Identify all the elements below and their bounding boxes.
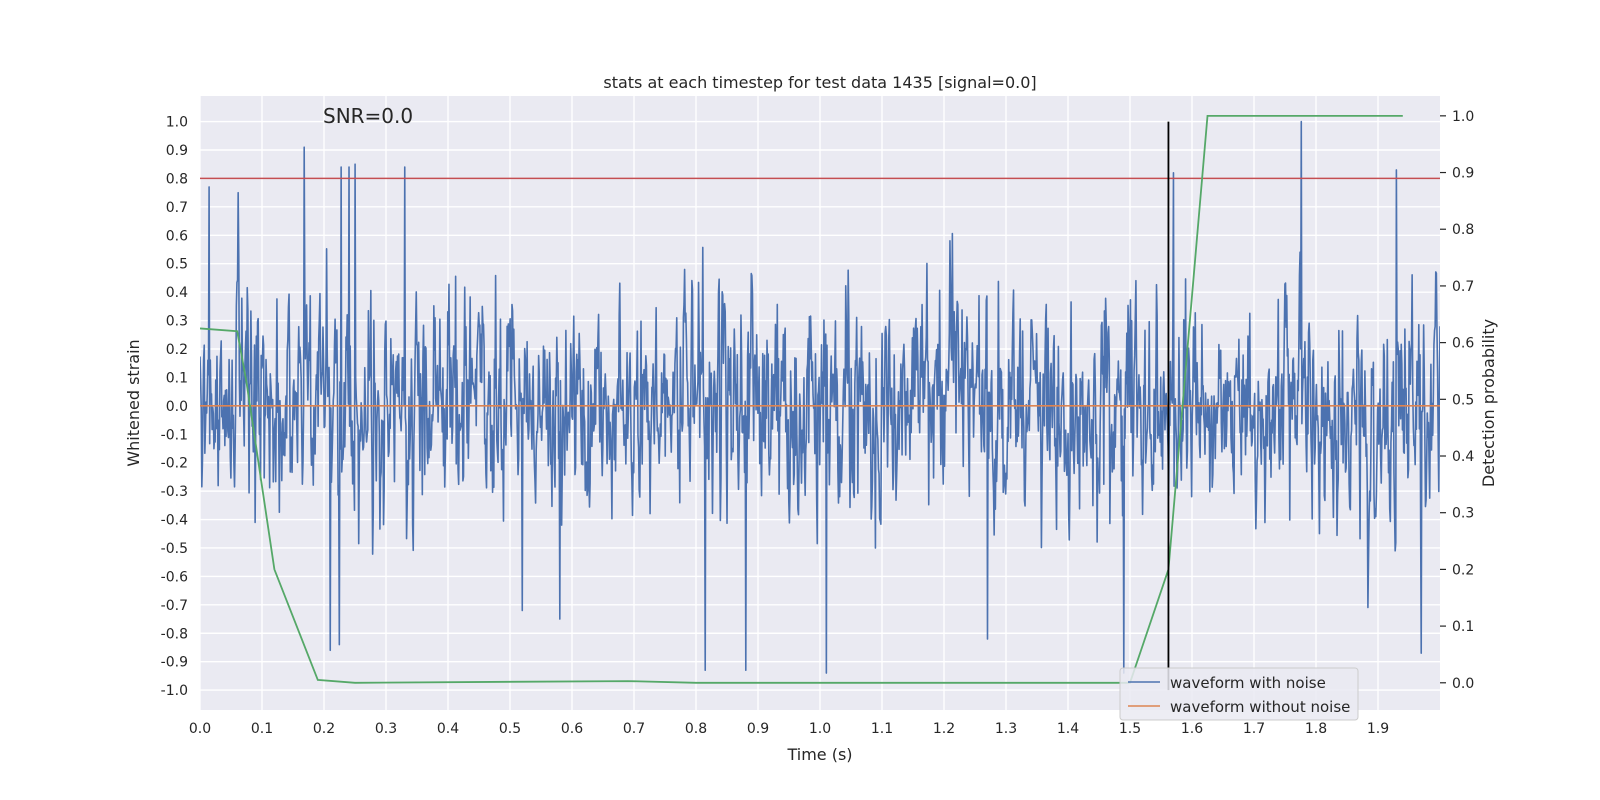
y-left-tick-label: -0.1 <box>161 427 188 443</box>
y-right-tick-label: 0.8 <box>1452 222 1474 238</box>
y-right-tick-label: 0.6 <box>1452 336 1474 352</box>
x-tick-label: 1.8 <box>1305 721 1327 737</box>
y-left-tick-label: -0.3 <box>161 484 188 500</box>
x-tick-label: 1.4 <box>1057 721 1079 737</box>
y-left-tick-label: 0.2 <box>166 342 188 358</box>
x-tick-label: 1.5 <box>1119 721 1141 737</box>
x-tick-label: 1.0 <box>809 721 831 737</box>
series-waveform-with-noise <box>200 120 1440 674</box>
x-tick-label: 1.1 <box>871 721 893 737</box>
y-left-tick-label: 0.9 <box>166 143 188 159</box>
x-tick-label: 0.7 <box>623 721 645 737</box>
y-right-tick-label: 0.1 <box>1452 619 1474 635</box>
x-tick-label: 0.1 <box>251 721 273 737</box>
x-axis-label: Time (s) <box>786 745 852 764</box>
y-right-tick-label: 0.3 <box>1452 506 1474 522</box>
x-tick-label: 0.4 <box>437 721 459 737</box>
y-left-tick-label: 1.0 <box>166 115 188 131</box>
legend-label-noise: waveform with noise <box>1170 674 1326 692</box>
x-tick-label: 0.0 <box>189 721 211 737</box>
y-left-tick-label: 0.1 <box>166 370 188 386</box>
series-detection-probability <box>200 114 1403 684</box>
y-left-tick-label: 0.5 <box>166 257 188 273</box>
x-tick-label: 1.6 <box>1181 721 1203 737</box>
x-tick-label: 1.3 <box>995 721 1017 737</box>
x-tick-label: 1.9 <box>1367 721 1389 737</box>
x-axis-ticks: 0.0 0.1 0.2 0.3 0.4 0.5 0.6 0.7 0.8 0.9 1.0 1.1 1.2 1… <box>189 721 1389 737</box>
chart-title: stats at each timestep for test data 143… <box>603 73 1036 92</box>
y-right-tick-label: 0.9 <box>1452 166 1474 182</box>
legend: waveform with noise waveform without noi… <box>1119 667 1359 721</box>
legend-label-clean: waveform without noise <box>1170 698 1350 716</box>
x-tick-label: 0.5 <box>499 721 521 737</box>
y-left-axis-ticks: 1.0 0.9 0.8 0.7 0.6 0.5 0.4 0.3 0.2 0.1 0.0 -0.1 -0.… <box>161 115 188 700</box>
y-left-tick-label: 0.3 <box>166 314 188 330</box>
y-right-axis-ticks: 1.0 0.9 0.8 0.7 0.6 0.5 0.4 0.3 0.2 0.1 0.0 <box>1440 109 1474 692</box>
y-left-axis-label: Whitened strain <box>124 339 143 466</box>
y-right-tick-label: 1.0 <box>1452 109 1474 125</box>
x-tick-label: 0.6 <box>561 721 583 737</box>
y-right-tick-label: 0.4 <box>1452 449 1474 465</box>
x-tick-label: 0.9 <box>747 721 769 737</box>
x-tick-label: 1.7 <box>1243 721 1265 737</box>
y-left-tick-label: -1.0 <box>161 683 188 699</box>
y-left-tick-label: -0.2 <box>161 456 188 472</box>
x-tick-label: 0.3 <box>375 721 397 737</box>
y-left-tick-label: -0.6 <box>161 569 188 585</box>
y-left-tick-label: 0.8 <box>166 171 188 187</box>
x-tick-label: 1.2 <box>933 721 955 737</box>
y-left-tick-label: -0.9 <box>161 655 188 671</box>
legend-box <box>1119 667 1359 721</box>
y-right-tick-label: 0.2 <box>1452 562 1474 578</box>
y-left-tick-label: 0.4 <box>166 285 188 301</box>
y-right-tick-label: 0.0 <box>1452 676 1474 692</box>
y-left-tick-label: -0.4 <box>161 513 188 529</box>
y-right-tick-label: 0.5 <box>1452 392 1474 408</box>
snr-annotation: SNR=0.0 <box>323 104 413 128</box>
y-left-tick-label: -0.7 <box>161 598 188 614</box>
y-right-tick-label: 0.7 <box>1452 279 1474 295</box>
x-tick-label: 0.2 <box>313 721 335 737</box>
y-right-axis-label: Detection probability <box>1479 319 1498 487</box>
y-left-tick-label: -0.8 <box>161 626 188 642</box>
series-layer <box>200 114 1440 691</box>
x-tick-label: 0.8 <box>685 721 707 737</box>
y-left-tick-label: 0.7 <box>166 200 188 216</box>
y-left-tick-label: 0.0 <box>166 399 188 415</box>
y-left-tick-label: -0.5 <box>161 541 188 557</box>
y-left-tick-label: 0.6 <box>166 228 188 244</box>
